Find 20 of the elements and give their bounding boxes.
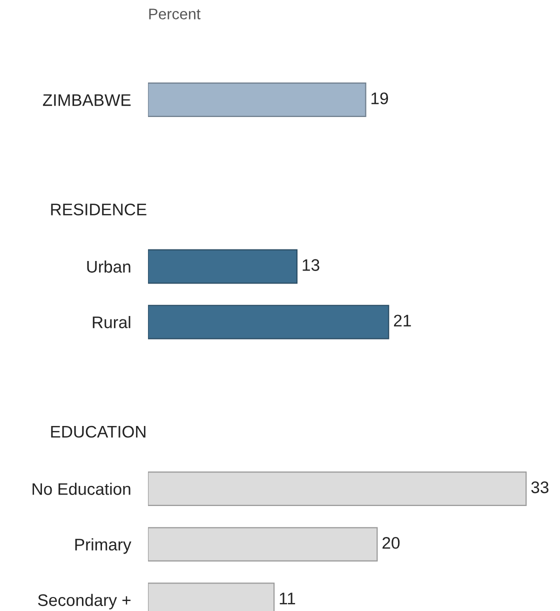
y-tick-label: ZIMBABWE <box>42 94 131 106</box>
bar <box>148 249 298 284</box>
bar <box>148 82 366 118</box>
data-label: 33 <box>531 481 548 494</box>
y-tick-label: RESIDENCE <box>51 204 146 216</box>
chart-title: Percent <box>149 8 201 20</box>
y-tick-label: EDUCATION <box>51 426 146 438</box>
y-tick-label: Rural <box>92 316 130 328</box>
y-tick-label: Urban <box>87 260 130 273</box>
data-label: 20 <box>382 536 400 549</box>
y-tick-label: Secondary + <box>38 594 131 610</box>
data-label: 21 <box>394 314 411 326</box>
bar <box>148 304 390 340</box>
data-label: 13 <box>302 259 320 271</box>
bar <box>148 472 527 506</box>
data-label: 11 <box>280 592 296 604</box>
y-tick-label: No Education <box>32 482 130 495</box>
bar <box>148 527 378 562</box>
y-tick-label: Primary <box>75 538 132 554</box>
data-label: 19 <box>372 92 388 104</box>
